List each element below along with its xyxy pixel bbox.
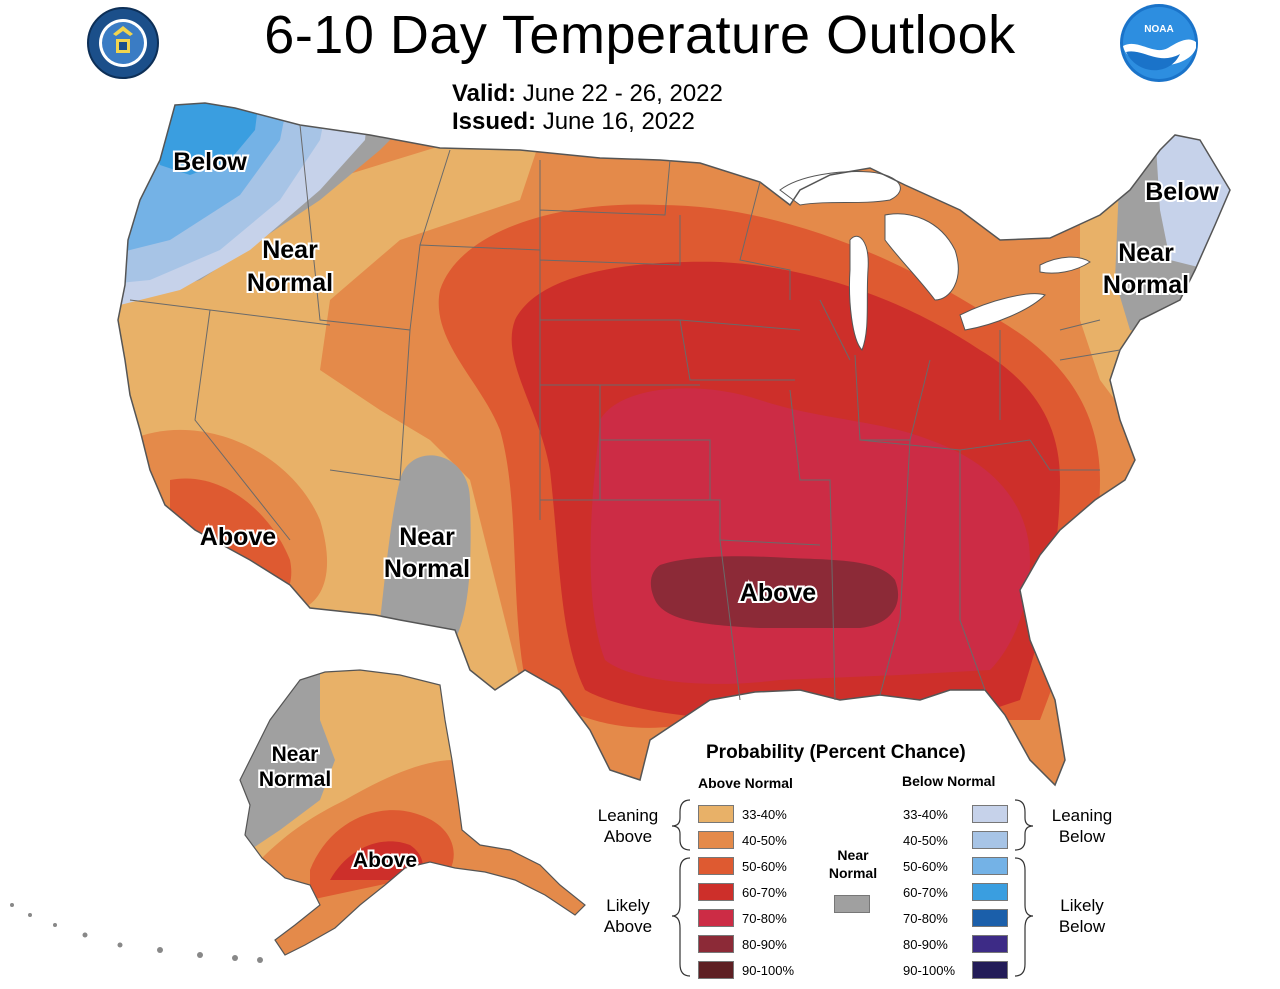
legend-leaning-above: Leaning Above bbox=[590, 805, 666, 847]
legend-leaning-below: Leaning Below bbox=[1042, 805, 1122, 847]
legend-swatch-above-33-40 bbox=[698, 805, 734, 823]
legend-swatch-below-50-60 bbox=[972, 857, 1008, 875]
alaska-shading bbox=[240, 670, 585, 955]
conus-shading bbox=[118, 103, 1230, 785]
legend-likely-below: Likely Below bbox=[1042, 895, 1122, 937]
legend-swatch-near-normal bbox=[834, 895, 870, 913]
label-ne-near-1: Near bbox=[1118, 239, 1174, 267]
legend-above-header: Above Normal bbox=[698, 775, 793, 791]
issued-value: June 16, 2022 bbox=[542, 108, 695, 135]
legend-swatch-above-60-70 bbox=[698, 883, 734, 901]
great-lakes bbox=[779, 171, 1091, 351]
legend-leaning-above-line2: Above bbox=[603, 827, 653, 846]
label-sw-near-2: Normal bbox=[384, 555, 470, 583]
legend-likely-above-line2: Above bbox=[603, 917, 653, 936]
issued-date: Issued: June 16, 2022 bbox=[452, 108, 695, 136]
label-nw-near-1: Near bbox=[262, 236, 318, 264]
label-nw-below: Below bbox=[173, 148, 247, 176]
legend-label-above-90-100: 90-100% bbox=[742, 963, 795, 978]
legend-label-above-33-40: 33-40% bbox=[742, 807, 787, 822]
legend-swatch-below-40-50 bbox=[972, 831, 1008, 849]
legend-label-above-80-90: 80-90% bbox=[742, 937, 787, 952]
legend-label-above-50-60: 50-60% bbox=[742, 859, 787, 874]
legend-label-below-60-70: 60-70% bbox=[903, 885, 948, 900]
legend-label-above-40-50: 40-50% bbox=[742, 833, 787, 848]
label-ak-near-1: Near bbox=[272, 743, 319, 766]
legend-label-above-70-80: 70-80% bbox=[742, 911, 787, 926]
legend-label-above-60-70: 60-70% bbox=[742, 885, 787, 900]
legend-title: Probability (Percent Chance) bbox=[706, 742, 966, 763]
label-sw-above: Above bbox=[200, 523, 277, 551]
legend-likely-below-line2: Below bbox=[1058, 917, 1106, 936]
label-central-above: Above bbox=[740, 579, 817, 607]
label-ak-above: Above bbox=[353, 849, 417, 872]
legend-likely-above-line1: Likely bbox=[606, 896, 650, 915]
label-sw-near-1: Near bbox=[399, 523, 455, 551]
legend-leaning-below-line1: Leaning bbox=[1051, 806, 1113, 825]
legend-swatch-above-70-80 bbox=[698, 909, 734, 927]
legend-swatch-below-33-40 bbox=[972, 805, 1008, 823]
legend-label-below-80-90: 80-90% bbox=[903, 937, 948, 952]
legend-label-below-33-40: 33-40% bbox=[903, 807, 948, 822]
alaska-outline bbox=[239, 669, 586, 956]
legend-likely-below-line1: Likely bbox=[1060, 896, 1104, 915]
legend-braces bbox=[671, 799, 1034, 977]
legend-near-normal-line2: Normal bbox=[828, 865, 878, 881]
valid-value: June 22 - 26, 2022 bbox=[522, 80, 723, 107]
legend-label-below-40-50: 40-50% bbox=[903, 833, 948, 848]
label-nw-near-2: Normal bbox=[247, 269, 333, 297]
svg-text:NOAA: NOAA bbox=[1144, 24, 1173, 35]
legend-swatch-above-40-50 bbox=[698, 831, 734, 849]
legend-label-below-70-80: 70-80% bbox=[903, 911, 948, 926]
legend-swatch-above-80-90 bbox=[698, 935, 734, 953]
legend-leaning-above-line1: Leaning bbox=[597, 806, 659, 825]
legend-leaning-below-line2: Below bbox=[1058, 827, 1106, 846]
legend-swatch-below-60-70 bbox=[972, 883, 1008, 901]
legend-near-normal-line1: Near bbox=[837, 847, 869, 863]
label-ak-near-2: Normal bbox=[259, 768, 331, 791]
issued-label: Issued: bbox=[452, 108, 537, 135]
state-boundaries bbox=[117, 102, 1231, 787]
legend-swatch-above-50-60 bbox=[698, 857, 734, 875]
page-title: 6-10 Day Temperature Outlook bbox=[264, 5, 1016, 65]
legend-swatch-below-80-90 bbox=[972, 935, 1008, 953]
label-ne-below: Below bbox=[1145, 178, 1219, 206]
valid-label: Valid: bbox=[452, 80, 517, 107]
legend-near-normal: Near Normal bbox=[820, 846, 886, 882]
legend-below-header: Below Normal bbox=[902, 773, 996, 789]
legend-swatch-above-90-100 bbox=[698, 961, 734, 979]
department-of-commerce-seal-icon bbox=[87, 7, 159, 79]
valid-dates: Valid: June 22 - 26, 2022 bbox=[452, 80, 723, 108]
legend-label-below-90-100: 90-100% bbox=[903, 963, 956, 978]
legend-label-below-50-60: 50-60% bbox=[903, 859, 948, 874]
legend-likely-above: Likely Above bbox=[590, 895, 666, 937]
legend-swatch-below-70-80 bbox=[972, 909, 1008, 927]
legend-swatch-below-90-100 bbox=[972, 961, 1008, 979]
aleutian-islands bbox=[10, 903, 263, 963]
noaa-logo-icon: NOAA bbox=[1120, 4, 1198, 82]
label-ne-near-2: Normal bbox=[1103, 271, 1189, 299]
region-labels: Below Near Normal Above Near Normal Abov… bbox=[171, 146, 1221, 874]
